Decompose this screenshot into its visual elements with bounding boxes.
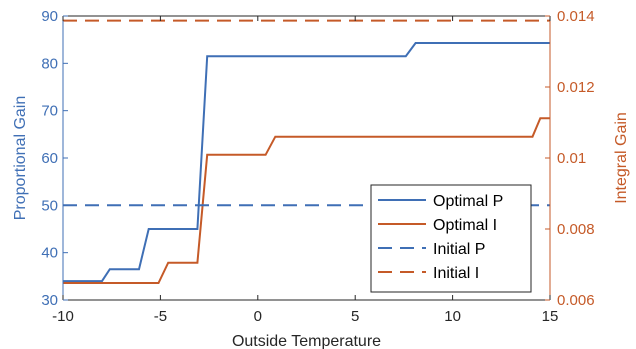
y-right-tick-label: 0.012 (557, 79, 595, 96)
legend-label-1: Optimal P (433, 193, 503, 210)
legend-label-3: Initial P (433, 241, 485, 258)
y-left-tick-label: 50 (41, 197, 58, 214)
y-right-tick-label: 0.006 (557, 292, 595, 309)
x-axis-title: Outside Temperature (232, 333, 381, 349)
x-tick-label: 5 (351, 308, 359, 325)
y-left-tick-label: 70 (41, 103, 58, 120)
legend-label-2: Optimal I (433, 217, 497, 234)
y-right-axis-title: Integral Gain (613, 112, 630, 204)
y-left-tick-label: 40 (41, 245, 58, 262)
y-left-tick-label: 60 (41, 150, 58, 167)
y-left-tick-label: 80 (41, 55, 58, 72)
x-tick-label: -10 (52, 308, 74, 325)
x-tick-label: 15 (542, 308, 559, 325)
y-right-tick-label: 0.014 (557, 8, 595, 25)
chart-axes: -10 -5 0 5 10 15 30 40 50 60 70 80 90 0.006 0.008 0.01 0… (12, 8, 630, 349)
legend-box (370, 184, 532, 293)
y-left-axis-title: Proportional Gain (12, 96, 29, 221)
x-tick-label: -5 (154, 308, 167, 325)
x-tick-label: 0 (254, 308, 262, 325)
series-line-1 (63, 42, 550, 283)
series-line-2 (63, 117, 550, 284)
x-tick-label: 10 (444, 308, 461, 325)
chart-legend: Optimal P Optimal I Initial P Initial I (370, 184, 532, 293)
y-left-tick-label: 90 (41, 8, 58, 25)
y-right-tick-label: 0.01 (557, 150, 586, 167)
legend-label-4: Initial I (433, 265, 479, 282)
y-right-tick-label: 0.008 (557, 221, 595, 238)
y-left-tick-label: 30 (41, 292, 58, 309)
